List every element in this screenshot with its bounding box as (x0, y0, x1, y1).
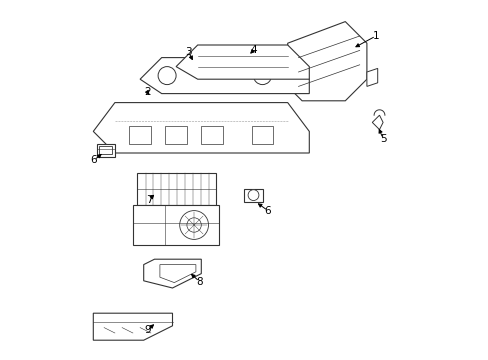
Circle shape (253, 67, 271, 85)
Circle shape (247, 190, 258, 201)
Polygon shape (140, 58, 309, 94)
Bar (99, 146, 112, 154)
Circle shape (186, 218, 201, 232)
Polygon shape (93, 103, 309, 153)
Bar (129, 126, 151, 144)
Bar (251, 126, 273, 144)
Text: 3: 3 (185, 47, 192, 57)
Bar (165, 126, 186, 144)
Polygon shape (176, 45, 309, 79)
Text: 9: 9 (143, 325, 150, 336)
Circle shape (179, 211, 208, 239)
Polygon shape (133, 205, 219, 245)
Polygon shape (366, 68, 377, 86)
Polygon shape (287, 22, 366, 101)
Polygon shape (93, 313, 172, 340)
Text: 5: 5 (379, 134, 386, 144)
Text: 7: 7 (145, 195, 152, 205)
Text: 2: 2 (143, 87, 150, 97)
Circle shape (158, 67, 176, 85)
Text: 8: 8 (196, 276, 203, 287)
Text: 4: 4 (250, 45, 256, 55)
Polygon shape (244, 189, 262, 202)
Bar (201, 126, 223, 144)
Polygon shape (371, 115, 382, 130)
Text: 6: 6 (264, 206, 271, 216)
Text: 1: 1 (372, 31, 378, 41)
Text: 6: 6 (90, 155, 97, 165)
Polygon shape (97, 144, 115, 157)
Polygon shape (160, 265, 196, 283)
Polygon shape (136, 173, 215, 205)
Polygon shape (143, 259, 201, 288)
